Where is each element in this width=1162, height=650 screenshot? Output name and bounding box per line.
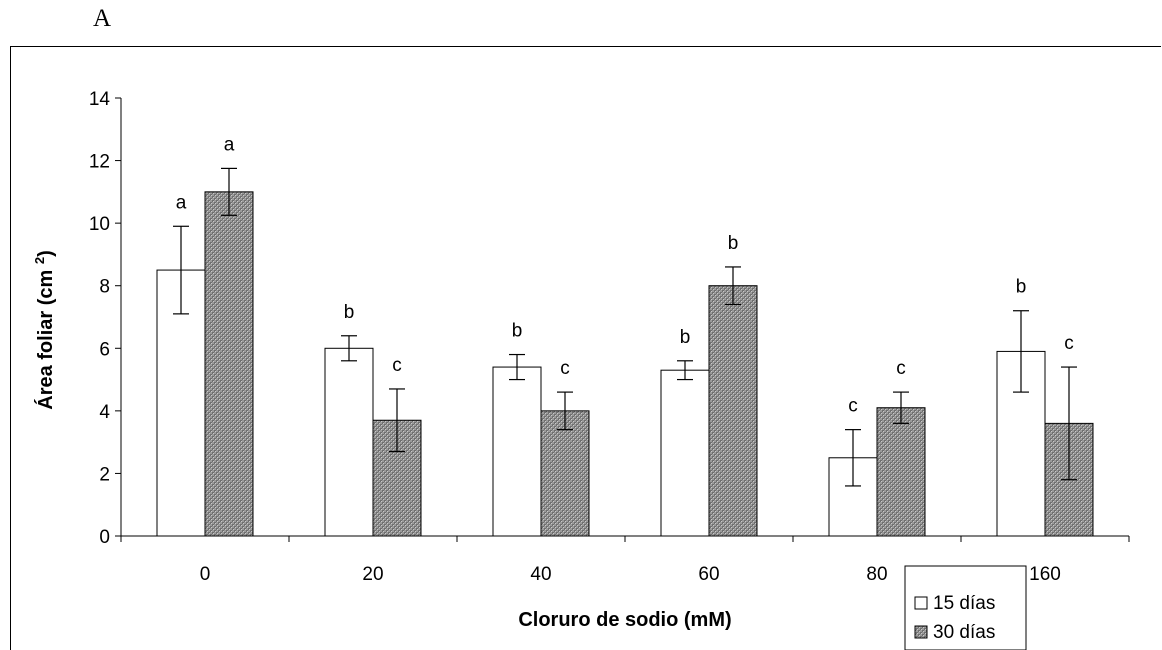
significance-letter: b [512, 321, 523, 342]
x-tick-label: 40 [530, 564, 551, 585]
x-tick-label: 80 [866, 564, 887, 585]
y-axis-title-superscript: 2 [32, 257, 47, 264]
y-tick-label: 0 [99, 527, 110, 548]
bar-30-dias-60 [708, 285, 758, 537]
significance-letter: a [176, 192, 187, 213]
y-axis-title-close: ) [35, 250, 57, 257]
y-axis-title-main: Área foliar (cm [34, 264, 57, 410]
y-tick-label: 14 [89, 89, 111, 110]
bars [156, 167, 1094, 537]
bar-15-dias-40 [492, 366, 542, 537]
significance-letter: c [848, 396, 858, 417]
bar-30-dias-40 [540, 410, 590, 537]
x-tick-label: 0 [200, 564, 211, 585]
significance-letter: b [680, 327, 691, 348]
axes [115, 97, 1130, 542]
significance-letter: b [344, 302, 355, 323]
y-tick-label: 8 [99, 277, 110, 298]
significance-letter: a [224, 134, 235, 155]
y-tick-label: 12 [89, 152, 110, 173]
x-tick-label: 20 [362, 564, 383, 585]
legend-swatch-30-dias [914, 625, 928, 639]
chart-frame [10, 46, 1161, 650]
panel-label: A [93, 5, 112, 32]
y-axis-title: Área foliar (cm 2) [32, 250, 57, 410]
y-tick-label: 10 [89, 214, 110, 235]
x-tick-label: 160 [1029, 564, 1061, 585]
legend-label-15-dias: 15 días [933, 593, 995, 614]
significance-letter: c [896, 358, 906, 379]
significance-letter: b [1016, 277, 1027, 298]
legend-swatch-15-dias [914, 596, 928, 610]
y-tick-label: 6 [99, 339, 110, 360]
y-tick-label: 2 [99, 464, 110, 485]
bar-30-dias-0 [204, 191, 254, 537]
significance-letter: b [728, 233, 739, 254]
y-tick-label: 4 [99, 402, 110, 423]
significance-letter: c [1064, 333, 1074, 354]
x-axis-title: Cloruro de sodio (mM) [518, 609, 731, 631]
significance-letter: c [392, 355, 402, 376]
legend-label-30-dias: 30 días [933, 622, 995, 643]
bar-30-dias-80 [876, 407, 926, 537]
x-tick-label: 60 [698, 564, 719, 585]
labels: 0 2 4 6 8 10 12 14 0 20 40 60 80 160 a b b b c b a c c b c c [89, 89, 1074, 585]
bar-15-dias-20 [324, 347, 374, 537]
significance-letter: c [560, 358, 570, 379]
bar-15-dias-60 [660, 369, 710, 537]
legend: 15 días 30 días [904, 565, 1027, 650]
